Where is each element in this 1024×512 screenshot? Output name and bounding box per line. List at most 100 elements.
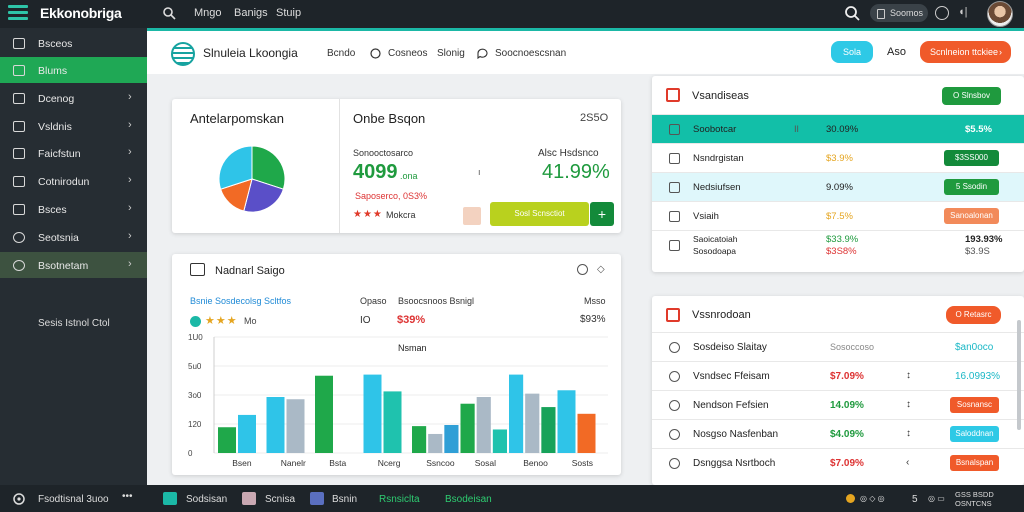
- percent-value: $93%: [580, 314, 606, 325]
- table-row[interactable]: Nsndrgistan $3.9% $3SS000: [652, 143, 1024, 172]
- sidebar-footer-text[interactable]: Sesis Istnol Ctol: [38, 318, 110, 329]
- nav-item-2[interactable]: Banigs: [234, 7, 268, 19]
- circle-icon: [370, 48, 381, 59]
- taskbar-item-3[interactable]: Bsnin: [332, 494, 358, 505]
- header-link-1[interactable]: Bcndo: [327, 48, 356, 59]
- sidebar-item-6[interactable]: Cotnirodun ›: [0, 168, 147, 194]
- location-icon[interactable]: ◇: [597, 264, 605, 275]
- taskbar-item-4[interactable]: Rsnsiclta: [379, 494, 420, 505]
- status-button[interactable]: O Retasrc: [946, 306, 1001, 324]
- header-link-4[interactable]: Soocnoescsnan: [495, 48, 567, 59]
- image-icon: [242, 492, 256, 505]
- row-icon: [669, 182, 680, 193]
- box-icon: [13, 38, 25, 49]
- row-value: $7.5%: [826, 211, 853, 222]
- scrollbar[interactable]: [1017, 320, 1021, 430]
- overview-card: Antelarpomskan Onbe Bsqon 2S5O Sonooctos…: [172, 99, 621, 233]
- action-button[interactable]: Scnlneion ttckiee ›: [920, 41, 1011, 63]
- row-button[interactable]: Sosnansc: [950, 397, 999, 413]
- header-link-3[interactable]: Slonig: [437, 48, 465, 59]
- row-value: $7.09%: [830, 458, 864, 469]
- sidebar-item-7[interactable]: Bsces ›: [0, 196, 147, 222]
- row-right-value: 193.93%: [965, 234, 1003, 245]
- circle-icon[interactable]: [935, 6, 949, 20]
- row-value: $7.09%: [830, 371, 864, 382]
- menu-icon[interactable]: [8, 5, 28, 21]
- chevron-right-icon: ›: [128, 146, 132, 158]
- header-link-2[interactable]: Cosneos: [388, 48, 428, 59]
- sort-icon[interactable]: ↕: [906, 399, 911, 410]
- metric-unit: .ona: [400, 171, 418, 181]
- pie-slice-1: [251, 145, 286, 190]
- sidebar-item-2[interactable]: Blums: [0, 57, 147, 83]
- row-button[interactable]: $3SS000: [944, 150, 999, 166]
- more-icon[interactable]: •••: [122, 491, 133, 502]
- row-button[interactable]: Sanoalonan: [944, 208, 999, 224]
- sale-button[interactable]: Sola: [831, 41, 873, 63]
- sidebar-item-label: Seotsnia: [38, 232, 79, 244]
- search-icon[interactable]: [162, 6, 176, 20]
- bar-ncerg-4: [383, 391, 402, 453]
- row-value: $4.09%: [830, 429, 864, 440]
- table-row[interactable]: Vsndsec Ffeisam $7.09% ↕ 16.0993%: [652, 361, 1024, 390]
- table-row[interactable]: Dsnggsa Nsrtboch $7.09% ‹ Bsnalspan: [652, 448, 1024, 477]
- y-tick-label: 120: [188, 420, 202, 429]
- row-label: Nosgso Nasfenban: [693, 429, 779, 440]
- plus-button[interactable]: +: [590, 202, 614, 226]
- chevron-right-icon: ›: [128, 174, 132, 186]
- chevron-right-icon: ›: [128, 91, 132, 103]
- sort-icon[interactable]: ↕: [906, 428, 911, 439]
- taskbar-item-2[interactable]: Scnisa: [265, 494, 296, 505]
- table-row[interactable]: Nendson Fefsien 14.09% ↕ Sosnansc: [652, 390, 1024, 419]
- assets-card: Vsandiseas O Slnsbov Soobotcar Il 30.09% $5…: [652, 76, 1024, 272]
- search-icon[interactable]: [844, 5, 860, 21]
- settings-icon[interactable]: [12, 492, 26, 506]
- star-rating-icon: ★★★: [353, 209, 383, 220]
- status-button[interactable]: O Slnsbov: [942, 87, 1001, 105]
- row-value: 30.09%: [826, 124, 859, 135]
- row-icon: [669, 124, 680, 135]
- card-title: Nadnarl Saigo: [215, 265, 285, 277]
- sort-icon[interactable]: ↕: [906, 370, 911, 381]
- bar-sosts-7: [577, 413, 596, 453]
- bar-benoo-6: [541, 407, 556, 453]
- notification-icon[interactable]: [846, 494, 855, 503]
- sidebar-item-9[interactable]: Bsotnetam ›: [0, 252, 147, 278]
- nav-item-1[interactable]: Mngo: [194, 7, 222, 19]
- square-icon[interactable]: [463, 207, 481, 225]
- sidebar-item-3[interactable]: Dcenog ›: [0, 85, 147, 111]
- chevron-right-icon: ›: [128, 119, 132, 131]
- table-row[interactable]: Soobotcar Il 30.09% $5.5%: [652, 114, 1024, 143]
- tray-icons[interactable]: ◎ ◇ ◎: [860, 494, 885, 503]
- nav-item-3[interactable]: Stuip: [276, 7, 302, 19]
- sidebar-item-4[interactable]: Vsldnis ›: [0, 113, 147, 139]
- bar-sosts-2: [557, 390, 576, 453]
- table-row[interactable]: Vsiaih $7.5% Sanoalonan: [652, 201, 1024, 230]
- sort-icon[interactable]: ‹: [906, 457, 910, 468]
- row-button[interactable]: 5 Ssodin: [944, 179, 999, 195]
- table-row[interactable]: Saoicatoiah Sosodoapa $33.9% $3S8% 193.93% $3…: [652, 230, 1024, 259]
- row-label: Dsnggsa Nsrtboch: [693, 458, 776, 469]
- account-pill[interactable]: Soomos: [870, 4, 928, 22]
- row-right-value: $5.5%: [965, 124, 992, 135]
- table-row[interactable]: Nosgso Nasfenban $4.09% ↕ Saloddnan: [652, 419, 1024, 448]
- table-row[interactable]: Sosdeiso Slaitay Sosoccoso $an0oco: [652, 332, 1024, 361]
- circle-icon[interactable]: [577, 264, 588, 275]
- card-title: Vssnrodoan: [692, 309, 751, 321]
- metric-label-2: Alsc Hsdsnco: [538, 148, 599, 159]
- sidebar-item-5[interactable]: Faicfstun ›: [0, 140, 147, 166]
- bar-nanelr-2: [266, 397, 285, 453]
- row-button[interactable]: Bsnalspan: [950, 455, 999, 471]
- tray-icons-2[interactable]: ◎ ▭: [928, 494, 945, 503]
- avatar[interactable]: [987, 1, 1013, 27]
- progress-button[interactable]: Sosl Scnsctiot: [490, 202, 589, 226]
- sidebar-item-8[interactable]: Seotsnia ›: [0, 224, 147, 250]
- taskbar-item-1[interactable]: Sodsisan: [186, 494, 228, 505]
- sidebar-item-1[interactable]: Bsceos: [0, 30, 147, 56]
- metric-delta: Saposerco, 0S3%: [355, 191, 428, 201]
- taskbar-item-5[interactable]: Bsodeisan: [445, 494, 492, 505]
- row-button[interactable]: Saloddnan: [950, 426, 999, 442]
- bell-icon[interactable]: ◖|: [958, 6, 968, 18]
- rating-label: Mokcra: [386, 210, 416, 220]
- table-row[interactable]: Nedsiufsen 9.09% 5 Ssodin: [652, 172, 1024, 201]
